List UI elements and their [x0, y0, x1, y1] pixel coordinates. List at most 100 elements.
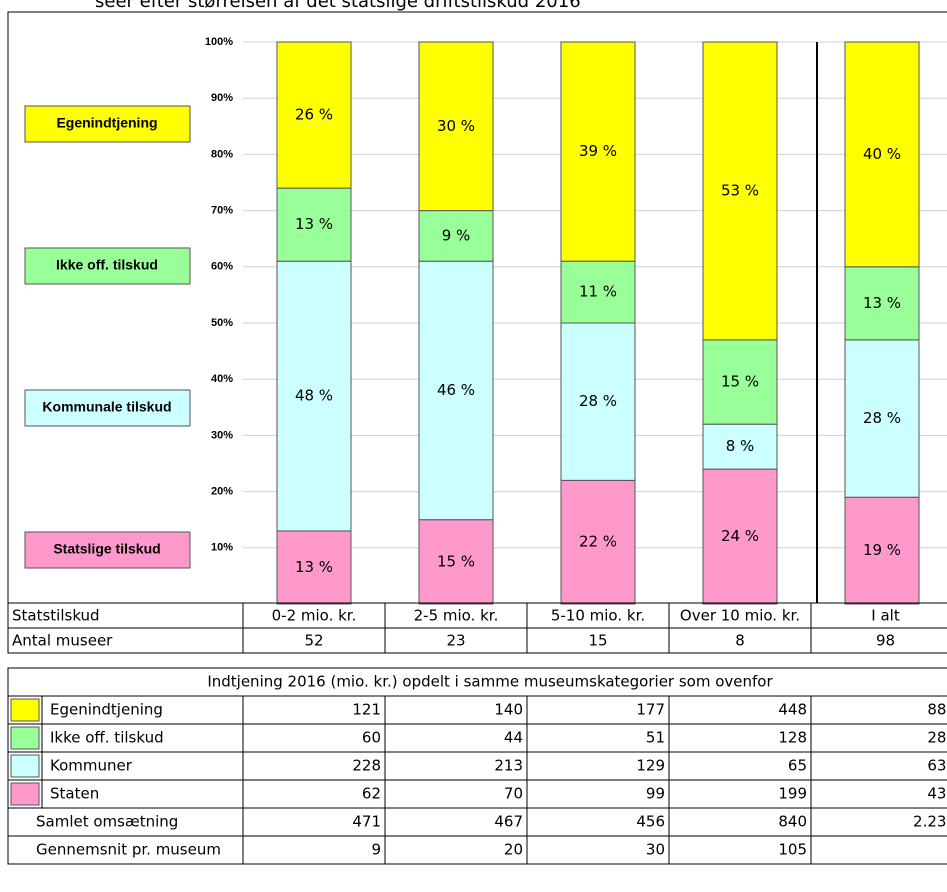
row-swatch	[10, 698, 40, 722]
row-label: Statstilskud	[12, 607, 100, 625]
y-tick-label: 50%	[211, 317, 233, 329]
row-label: Staten	[50, 785, 99, 803]
y-tick-label: 60%	[211, 261, 233, 273]
row-label: Egenindtjening	[50, 701, 163, 719]
row-swatch	[10, 754, 40, 778]
value-label: 13 %	[863, 294, 901, 312]
table-value: 62	[362, 785, 381, 803]
bar-segment	[844, 266, 920, 341]
bar-segment	[560, 479, 636, 605]
table-value: 448	[778, 701, 807, 719]
bar-segment	[702, 339, 778, 425]
bar-segment	[418, 519, 494, 605]
legend-label: Egenindtjening	[56, 115, 157, 131]
table-value: 2.236	[913, 813, 947, 831]
row-swatch	[10, 726, 40, 750]
x-tick-label: 5-10 mio. kr.	[551, 607, 645, 625]
y-tick-label: 70%	[211, 205, 233, 217]
chart-title: seer efter størrelsen af det statslige d…	[95, 0, 581, 12]
bar-segment	[418, 210, 494, 262]
table-value: 51	[646, 729, 665, 747]
table-value: 456	[636, 813, 665, 831]
value-label: 53 %	[721, 181, 759, 199]
bar-segment	[276, 530, 352, 605]
row-label: Ikke off. tilskud	[50, 729, 164, 747]
bar-segment	[702, 41, 778, 341]
bar-segment	[276, 260, 352, 532]
table-value: 471	[352, 813, 381, 831]
value-label: 28 %	[863, 409, 901, 427]
table-value: 52	[304, 632, 323, 650]
y-tick-label: 20%	[211, 486, 233, 498]
y-tick-label: 40%	[211, 373, 233, 385]
value-label: 46 %	[437, 381, 475, 399]
y-tick-label: 80%	[211, 148, 233, 160]
y-tick-label: 100%	[205, 36, 233, 48]
value-label: 15 %	[437, 552, 475, 570]
table-value: 105	[778, 841, 807, 859]
table-value: 65	[788, 757, 807, 775]
legend-label: Ikke off. tilskud	[56, 257, 158, 273]
bar-segment	[844, 339, 920, 498]
table-value: 15	[588, 632, 607, 650]
table-value: 44	[504, 729, 523, 747]
value-label: 11 %	[579, 283, 617, 301]
value-label: 19 %	[863, 541, 901, 559]
bar-segment	[418, 260, 494, 521]
value-label: 22 %	[579, 533, 617, 551]
bar-segment	[844, 496, 920, 605]
table-value: 60	[362, 729, 381, 747]
value-label: 9 %	[442, 226, 471, 244]
bar-segment	[560, 41, 636, 262]
bar-segment	[844, 41, 920, 268]
y-tick-label: 10%	[211, 542, 233, 554]
table-value: 636	[927, 757, 947, 775]
table-cell	[810, 627, 947, 654]
value-label: 30 %	[437, 117, 475, 135]
table-value: 128	[778, 729, 807, 747]
value-label: 28 %	[579, 392, 617, 410]
table-value: 228	[352, 757, 381, 775]
legend-box	[24, 531, 191, 569]
legend-box	[24, 105, 191, 143]
table-value: 140	[494, 701, 523, 719]
table-value: 99	[646, 785, 665, 803]
table-value: 199	[778, 785, 807, 803]
x-tick-label: I alt	[871, 607, 900, 625]
table-value: 30	[646, 841, 665, 859]
x-tick-label: Over 10 mio. kr.	[680, 607, 800, 625]
table-value: 430	[927, 785, 947, 803]
row-swatch	[10, 782, 40, 806]
table-value: 98	[876, 632, 895, 650]
legend-label: Kommunale tilskud	[42, 399, 171, 415]
row-label: Antal museer	[12, 632, 113, 650]
bar-segment	[702, 423, 778, 470]
table-value: 840	[778, 813, 807, 831]
value-label: 48 %	[295, 387, 333, 405]
row-label: Samlet omsætning	[36, 813, 178, 831]
bar-segment	[560, 260, 636, 324]
table-value: 129	[636, 757, 665, 775]
table-value: 887	[927, 701, 947, 719]
y-tick-label: 90%	[211, 92, 233, 104]
table-value: 23	[446, 632, 465, 650]
table-value: 467	[494, 813, 523, 831]
legend-box	[24, 389, 191, 427]
x-tick-label: 2-5 mio. kr.	[414, 607, 499, 625]
table-value: 121	[352, 701, 381, 719]
bar-segment	[418, 41, 494, 212]
value-label: 24 %	[721, 527, 759, 545]
bar-segment	[702, 468, 778, 605]
row-label: Gennemsnit pr. museum	[36, 841, 221, 859]
table-value: 283	[927, 729, 947, 747]
table-title: Indtjening 2016 (mio. kr.) opdelt i samm…	[207, 673, 773, 691]
value-label: 13 %	[295, 558, 333, 576]
table-value: 213	[494, 757, 523, 775]
table-value: 20	[504, 841, 523, 859]
table-value: 177	[636, 701, 665, 719]
y-tick-label: 30%	[211, 429, 233, 441]
bar-segment	[276, 41, 352, 189]
table-value: 9	[371, 841, 381, 859]
table-cell	[242, 835, 386, 865]
